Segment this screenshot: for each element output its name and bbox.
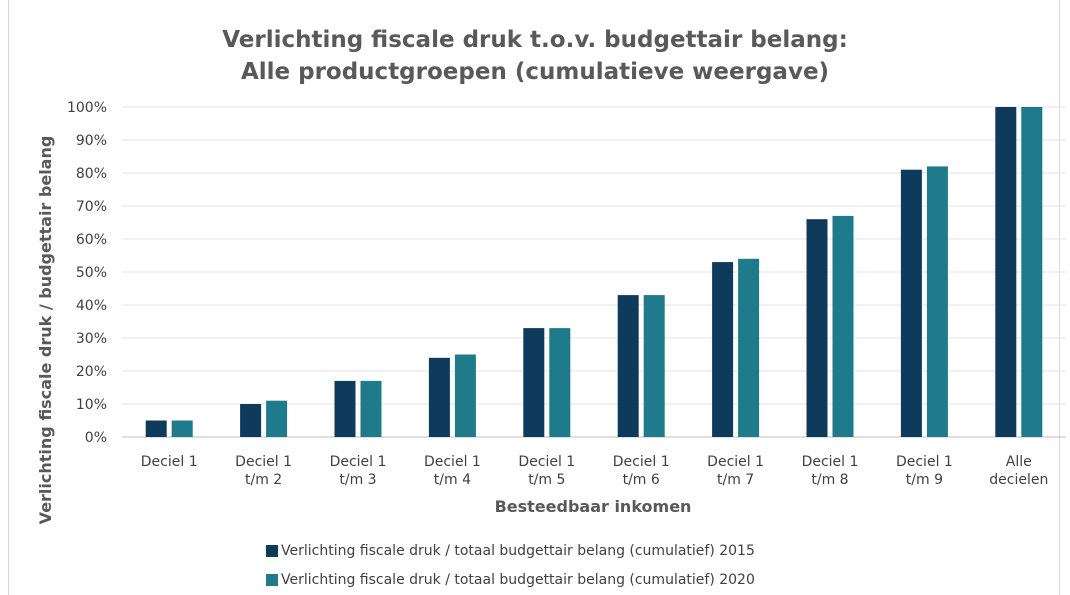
x-tick-label: Deciel 1 t/m 9	[896, 454, 953, 488]
legend-item-2015: Verlichting fiscale druk / totaal budget…	[266, 542, 755, 560]
x-tick-label: Deciel 1 t/m 6	[613, 454, 670, 488]
gridlines	[122, 106, 1066, 438]
chart-subtitle: Alle productgroepen (cumulatieve weergav…	[240, 59, 830, 85]
x-axis-ticks: Deciel 1 Deciel 1 t/m 2 Deciel 1 t/m 3 Deciel…	[141, 454, 1049, 488]
bar-2015	[995, 107, 1017, 437]
bars	[145, 107, 1043, 437]
bar-2020	[1021, 107, 1043, 437]
x-tick-label: Deciel 1 t/m 5	[518, 454, 575, 488]
bar-2015	[900, 169, 922, 437]
y-tick-label: 100%	[67, 100, 107, 116]
bar-2015	[240, 404, 262, 437]
bar-2020	[643, 295, 665, 437]
y-tick-label: 20%	[76, 364, 107, 380]
y-tick-label: 40%	[76, 298, 107, 314]
legend-label-2020: Verlichting fiscale druk / totaal budget…	[281, 572, 755, 588]
bar-2020	[926, 166, 948, 437]
x-tick-label: Deciel 1 t/m 7	[707, 454, 764, 488]
chart-frame	[8, 0, 1060, 595]
bar-2020	[738, 258, 760, 437]
x-tick-label: Deciel 1 t/m 8	[802, 454, 859, 488]
bar-2015	[145, 420, 167, 437]
y-tick-label: 60%	[76, 232, 107, 248]
x-tick-label: Alle decielen	[989, 454, 1048, 488]
y-tick-label: 0%	[85, 430, 107, 446]
x-tick-label: Deciel 1 t/m 2	[235, 454, 292, 488]
bar-2020	[454, 354, 476, 437]
bar-2020	[266, 400, 288, 437]
bar-2015	[334, 380, 356, 437]
chart-title: Verlichting fiscale druk t.o.v. budgetta…	[222, 27, 848, 53]
bar-2020	[360, 380, 382, 437]
y-tick-label: 90%	[76, 133, 107, 149]
legend-swatch-2015	[266, 545, 278, 557]
y-axis-ticks: 0% 10% 20% 30% 40% 50% 60% 70% 80% 90% 100%	[67, 100, 107, 446]
legend-label-2015: Verlichting fiscale druk / totaal budget…	[281, 543, 755, 559]
bar-2015	[712, 262, 734, 437]
bar-2015	[523, 328, 545, 437]
bar-2015	[806, 219, 828, 437]
bar-2020	[549, 328, 571, 437]
x-tick-label: Deciel 1 t/m 4	[424, 454, 481, 488]
y-tick-label: 30%	[76, 331, 107, 347]
y-tick-label: 70%	[76, 199, 107, 215]
bar-2015	[617, 295, 639, 437]
bar-2020	[171, 420, 193, 437]
y-tick-label: 80%	[76, 166, 107, 182]
y-tick-label: 10%	[76, 397, 107, 413]
legend-item-2020: Verlichting fiscale druk / totaal budget…	[266, 571, 755, 589]
x-tick-label: Deciel 1 t/m 3	[330, 454, 387, 488]
bar-2015	[428, 357, 450, 437]
x-tick-label: Deciel 1	[141, 454, 198, 470]
legend-swatch-2020	[266, 574, 278, 586]
bar-2020	[832, 215, 854, 437]
x-axis-label: Besteedbaar inkomen	[495, 497, 692, 516]
y-tick-label: 50%	[76, 265, 107, 281]
y-axis-label: Verlichting fiscale druk / budgettair be…	[36, 136, 55, 525]
